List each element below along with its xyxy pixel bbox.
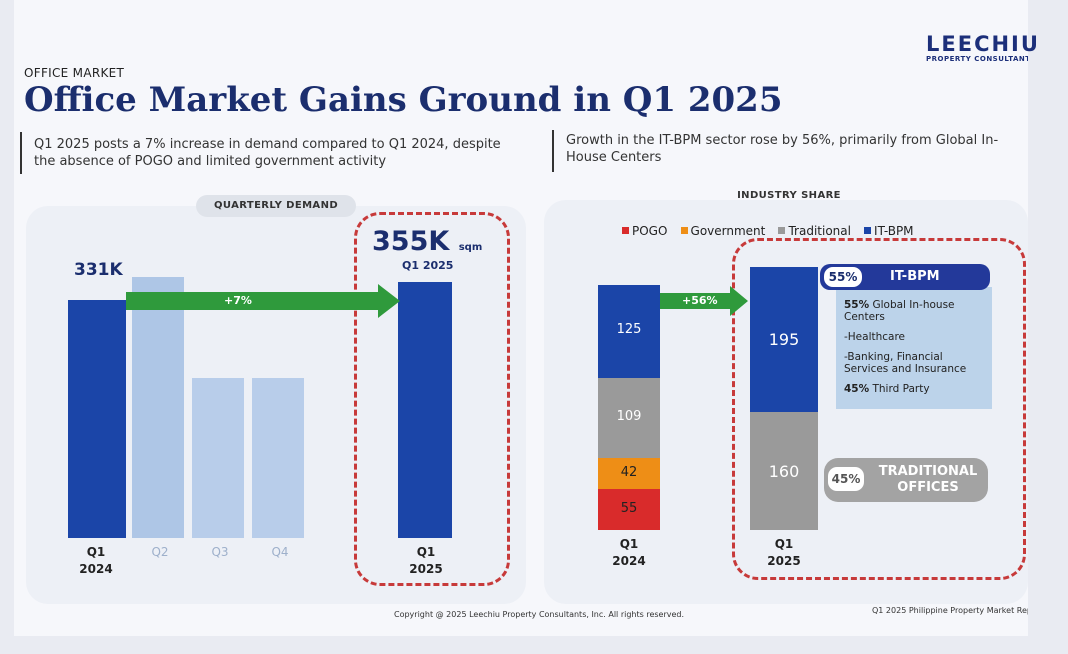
share-segment-it-bpm-1 — [598, 285, 660, 378]
growth-label-left: +7% — [224, 294, 252, 307]
q1-2024-value-label: 331K — [74, 260, 123, 280]
traditional-label-line-1: TRADITIONAL — [878, 464, 978, 479]
demand-category-label-2: Q2 — [151, 545, 169, 559]
itbpm-ribbon: 55% IT-BPM — [820, 264, 990, 290]
demand-bar-3 — [192, 378, 244, 538]
summary-left-line-1: Q1 2025 posts a 7% increase in demand co… — [34, 137, 501, 152]
share-segment-traditional-1 — [598, 377, 660, 459]
summary-right-bar — [552, 130, 554, 172]
growth-arrow-left — [126, 284, 400, 318]
itbpm-line-3: -Healthcare — [844, 331, 906, 343]
itbpm-line-5: Services and Insurance — [844, 363, 967, 375]
share-segment-government-1 — [598, 458, 660, 490]
itbpm-pct-badge: 55% — [824, 267, 862, 287]
q1-2025-value: 355K — [372, 226, 450, 257]
share-segment-pogo-1 — [598, 489, 660, 530]
itbpm-card: 55% Global In-house Centers -Healthcare … — [836, 287, 992, 409]
traditional-pct-badge: 45% — [828, 467, 864, 491]
demand-bar-1 — [68, 299, 126, 538]
traditional-label: TRADITIONAL OFFICES — [872, 464, 984, 496]
demand-category-label-5: Q1 2025 — [409, 545, 443, 576]
section-label: OFFICE MARKET — [24, 66, 125, 80]
demand-category-label-4: Q4 — [271, 545, 289, 559]
itbpm-line-4: -Banking, Financial — [844, 351, 943, 363]
share-segment-traditional-2 — [750, 411, 818, 530]
demand-category-label-1: Q1 2024 — [79, 545, 113, 576]
summary-left: Q1 2025 posts a 7% increase in demand co… — [34, 136, 554, 170]
share-value-traditional-2: 160 — [768, 461, 800, 481]
industry-share-title: INDUSTRY SHARE — [737, 190, 841, 201]
demand-bar-5 — [398, 282, 452, 538]
footer-report: Q1 2025 Philippine Property Market Repor… — [872, 606, 1028, 615]
footer-copyright: Copyright @ 2025 Leechiu Property Consul… — [394, 610, 685, 619]
share-category-label-2: Q1 2025 — [767, 537, 801, 568]
demand-bar-2 — [132, 277, 184, 538]
share-value-pogo-1: 55 — [620, 500, 638, 516]
share-value-traditional-1: 109 — [616, 408, 642, 424]
itbpm-line-6: 45% Third Party — [844, 383, 930, 395]
share-value-it-bpm-2: 195 — [768, 330, 800, 350]
slide: LEECHIU PROPERTY CONSULTANTS OFFICE MARK… — [14, 0, 1038, 636]
growth-arrow-right — [660, 286, 748, 316]
demand-category-label-3: Q3 — [211, 545, 229, 559]
q1-2025-value-label: 355K sqm — [372, 226, 482, 257]
legend-government: Government — [680, 224, 765, 238]
legend-itbpm: IT-BPM — [864, 224, 914, 238]
brand-logo: LEECHIU — [926, 32, 1040, 56]
q1-2025-highlight — [354, 212, 510, 586]
itbpm-card-body: 55% Global In-house Centers -Healthcare … — [844, 299, 990, 395]
summary-left-bar — [20, 132, 22, 174]
traditional-label-line-2: OFFICES — [897, 480, 959, 495]
demand-bar-4 — [252, 378, 304, 538]
summary-right: Growth in the IT-BPM sector rose by 56%,… — [566, 132, 1026, 166]
itbpm-line-2: Centers — [844, 311, 885, 323]
legend-pogo: POGO — [622, 224, 667, 238]
itbpm-label: IT-BPM — [890, 269, 940, 284]
growth-label-right: +56% — [682, 294, 718, 307]
q1-2025-unit: sqm — [458, 242, 483, 253]
summary-left-line-2: the absence of POGO and limited governme… — [34, 154, 387, 169]
itbpm-line-1: 55% Global In-house — [844, 299, 955, 311]
quarterly-demand-title: QUARTERLY DEMAND — [196, 195, 356, 217]
summary-right-line-2: House Centers — [566, 150, 662, 165]
share-value-government-1: 42 — [620, 464, 638, 480]
share-category-label-1: Q1 2024 — [612, 537, 646, 568]
q1-2025-sub-label: Q1 2025 — [402, 259, 454, 272]
summary-right-line-1: Growth in the IT-BPM sector rose by 56%,… — [566, 133, 999, 148]
share-value-it-bpm-1: 125 — [616, 322, 642, 338]
share-segment-it-bpm-2 — [750, 267, 818, 412]
q1-2025-stack-highlight — [732, 238, 1026, 580]
industry-legend: POGO Government Traditional IT-BPM — [622, 220, 914, 239]
brand-tagline: PROPERTY CONSULTANTS — [926, 55, 1028, 63]
page-title: Office Market Gains Ground in Q1 2025 — [24, 80, 783, 120]
traditional-card: 45% TRADITIONAL OFFICES — [824, 458, 988, 502]
legend-traditional: Traditional — [778, 224, 851, 238]
